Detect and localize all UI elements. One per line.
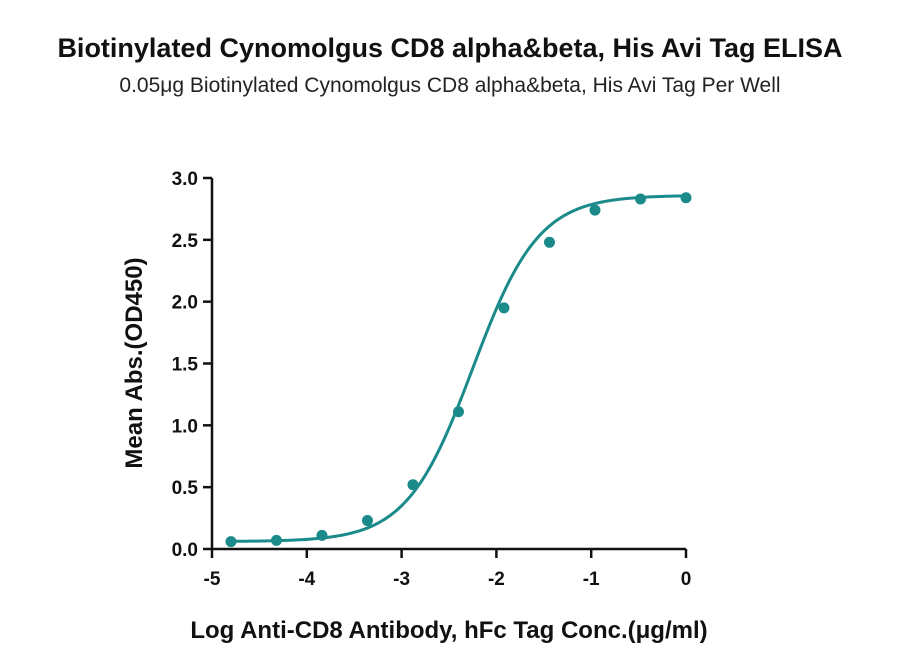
x-tick-label: -2: [488, 569, 505, 590]
y-tick-label: 1.5: [172, 355, 199, 376]
x-tick-label: 0: [681, 569, 692, 590]
y-axis-title: Mean Abs.(OD450): [121, 257, 148, 468]
data-point: [316, 529, 328, 541]
chart-subtitle: 0.05μg Biotinylated Cynomolgus CD8 alpha…: [119, 74, 780, 97]
data-point: [361, 515, 373, 527]
data-points: [225, 192, 692, 548]
y-tick-label: 2.0: [172, 293, 198, 314]
y-tick-label: 0.0: [172, 540, 198, 561]
data-point: [589, 204, 601, 216]
data-point: [225, 536, 237, 548]
x-tick-label: -4: [298, 569, 315, 590]
x-tick-label: -3: [393, 569, 410, 590]
axes: [210, 178, 686, 551]
data-point: [270, 534, 282, 546]
data-point: [498, 302, 510, 314]
x-tick-label: -1: [583, 569, 600, 590]
x-ticks: -5 -4 -3 -2 -1 0: [204, 549, 692, 590]
data-point: [634, 193, 646, 205]
data-point: [680, 192, 692, 204]
y-tick-label: 1.0: [172, 416, 198, 437]
data-point: [452, 406, 464, 418]
x-axis-title: Log Anti-CD8 Antibody, hFc Tag Conc.(μg/…: [190, 617, 707, 644]
y-tick-label: 0.5: [172, 478, 199, 499]
data-point: [543, 236, 555, 248]
chart-title: Biotinylated Cynomolgus CD8 alpha&beta, …: [57, 33, 842, 63]
y-tick-label: 3.0: [172, 169, 198, 190]
data-point: [407, 479, 419, 491]
y-ticks: 0.0 0.5 1.0 1.5 2.0 2.5 3.0: [172, 169, 212, 561]
x-tick-label: -5: [204, 569, 221, 590]
y-tick-label: 2.5: [172, 231, 199, 252]
fit-curve: [230, 194, 687, 543]
